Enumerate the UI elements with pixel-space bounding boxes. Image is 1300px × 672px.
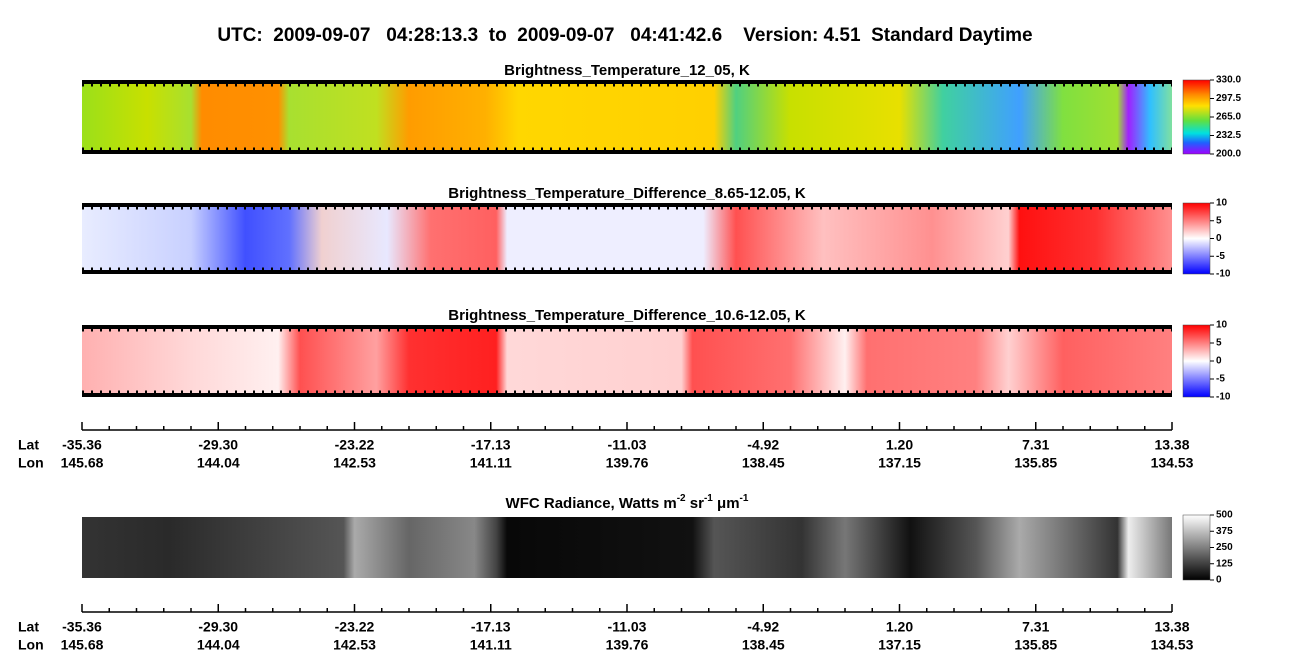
lon-value: 134.53: [1151, 455, 1194, 471]
colorbar-label: -5: [1216, 251, 1225, 262]
lon-value: 139.76: [606, 455, 649, 471]
image-strip: [82, 327, 1172, 395]
colorbar-label: 232.5: [1216, 130, 1241, 141]
colorbar-label: 5: [1216, 215, 1222, 226]
lon-value: 135.85: [1014, 455, 1057, 471]
colorbar-label: 0: [1216, 233, 1222, 244]
lat-value: 1.20: [886, 619, 913, 635]
lon-label: Lon: [18, 637, 44, 653]
image-strip: [82, 205, 1172, 272]
colorbar-label: 10: [1216, 320, 1228, 331]
colorbar-label: 125: [1216, 558, 1233, 569]
image-strip: [82, 517, 1172, 578]
colorbar-label: 0: [1216, 575, 1222, 586]
lat-value: -4.92: [747, 619, 779, 635]
lat-value: 7.31: [1022, 437, 1049, 453]
colorbar: [1182, 324, 1211, 398]
lat-value: 13.38: [1154, 619, 1189, 635]
lat-value: 7.31: [1022, 619, 1049, 635]
lon-value: 142.53: [333, 637, 376, 653]
lat-value: -29.30: [198, 437, 238, 453]
lat-value: -11.03: [608, 619, 647, 635]
colorbar-label: 375: [1216, 526, 1233, 537]
lon-value: 138.45: [742, 455, 785, 471]
lat-value: -17.13: [471, 437, 511, 453]
panel-title: Brightness_Temperature_Difference_8.65-1…: [448, 185, 806, 202]
title-part: -1: [740, 493, 749, 504]
lat-value: 13.38: [1154, 437, 1189, 453]
colorbar-label: 5: [1216, 338, 1222, 349]
image-strip: [82, 82, 1172, 152]
lon-value: 141.11: [470, 455, 512, 471]
colorbar-label: 10: [1216, 198, 1228, 209]
title-part: sr: [686, 495, 705, 512]
lon-value: 138.45: [742, 637, 785, 653]
colorbar: [1182, 514, 1211, 581]
panel-title: Brightness_Temperature_Difference_10.6-1…: [448, 307, 806, 324]
colorbar: [1182, 202, 1211, 275]
colorbar-label: 297.5: [1216, 93, 1241, 104]
lat-label: Lat: [18, 437, 39, 453]
panel-title: WFC Radiance, Watts m-2 sr-1 μm-1: [506, 493, 749, 512]
colorbar-label: -5: [1216, 374, 1225, 385]
panel-title: Brightness_Temperature_12_05, K: [504, 62, 750, 79]
lon-value: 144.04: [197, 455, 240, 471]
colorbar-label: 500: [1216, 510, 1233, 521]
lat-value: -11.03: [608, 437, 647, 453]
title: UTC: 2009-09-07 04:28:13.3 to 2009-09-07…: [217, 25, 1032, 46]
colorbar-label: 250: [1216, 542, 1233, 553]
lat-value: -23.22: [335, 619, 375, 635]
lon-value: 135.85: [1014, 637, 1057, 653]
lon-value: 142.53: [333, 455, 376, 471]
lat-value: -17.13: [471, 619, 511, 635]
lon-value: 144.04: [197, 637, 240, 653]
lon-value: 145.68: [61, 637, 104, 653]
lon-value: 141.11: [470, 637, 512, 653]
lon-value: 137.15: [878, 455, 921, 471]
lat-value: -35.36: [62, 437, 102, 453]
lon-value: 145.68: [61, 455, 104, 471]
lat-value: -35.36: [62, 619, 102, 635]
lat-value: -4.92: [747, 437, 779, 453]
colorbar-label: 0: [1216, 356, 1222, 367]
colorbar-label: 265.0: [1216, 112, 1241, 123]
lat-value: -23.22: [335, 437, 375, 453]
title-part: μm: [713, 495, 740, 512]
lat-value: 1.20: [886, 437, 913, 453]
colorbar: [1182, 79, 1211, 155]
title-part: -1: [704, 493, 713, 504]
lon-value: 139.76: [606, 637, 649, 653]
colorbar-label: 330.0: [1216, 75, 1241, 86]
lat-value: -29.30: [198, 619, 238, 635]
lat-label: Lat: [18, 619, 39, 635]
colorbar-label: -10: [1216, 392, 1231, 403]
title-part: WFC Radiance, Watts m: [506, 495, 677, 512]
colorbar-label: -10: [1216, 269, 1231, 280]
lon-value: 137.15: [878, 637, 921, 653]
colorbar-label: 200.0: [1216, 149, 1241, 160]
lon-value: 134.53: [1151, 637, 1194, 653]
title-part: -2: [677, 493, 686, 504]
lon-label: Lon: [18, 455, 44, 471]
